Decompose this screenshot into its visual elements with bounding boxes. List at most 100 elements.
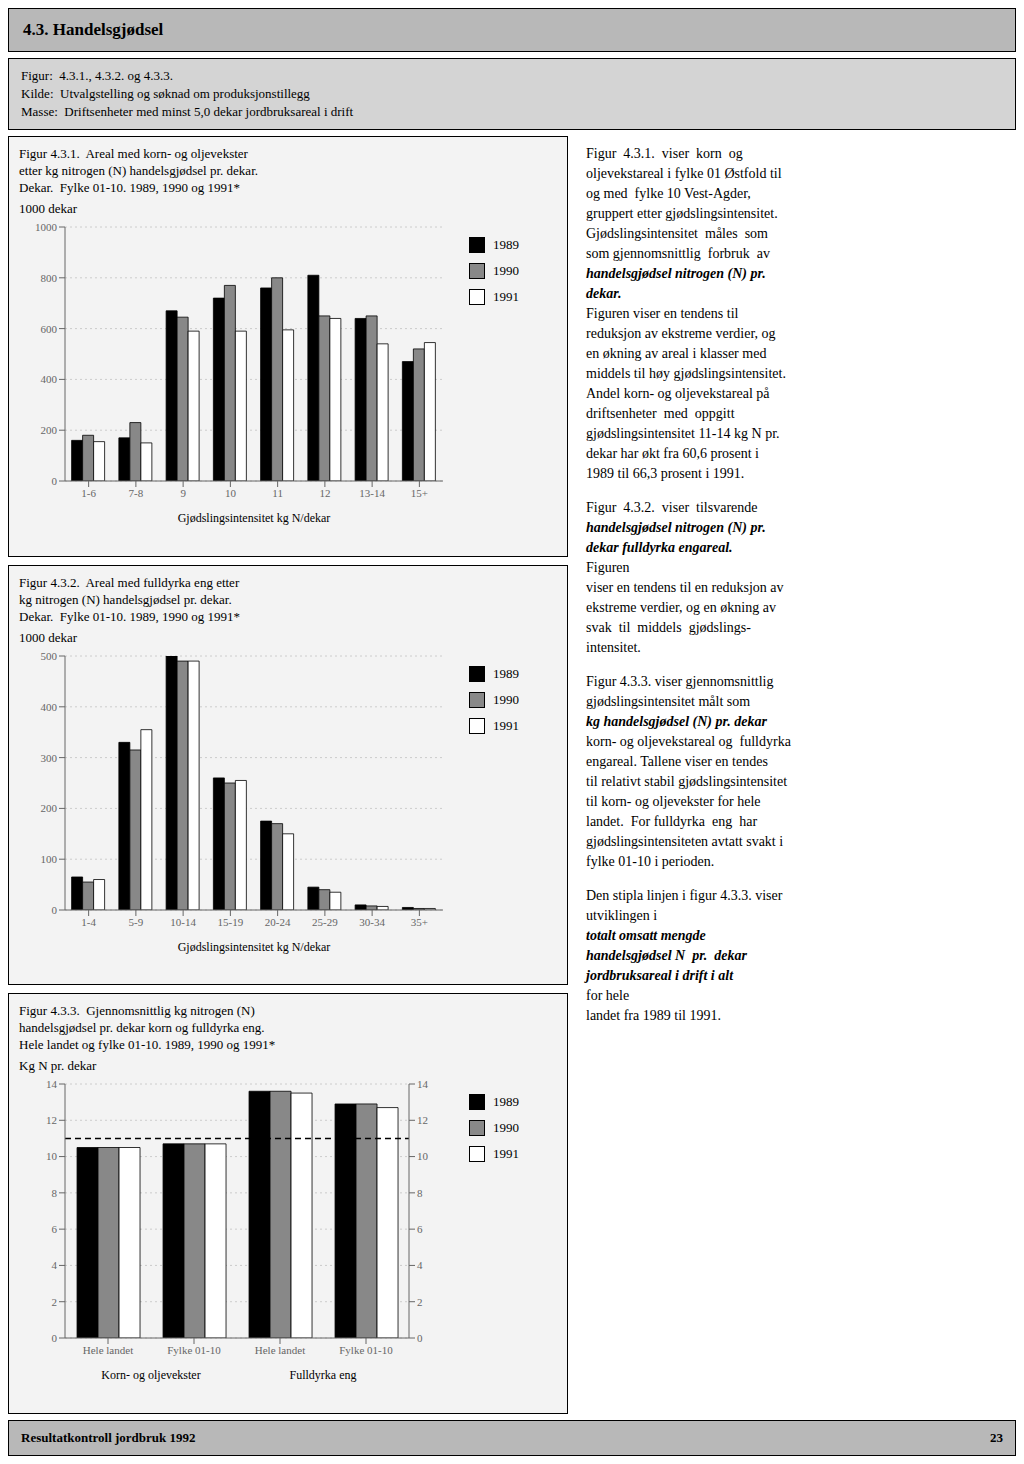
svg-text:200: 200 bbox=[41, 424, 58, 436]
svg-text:6: 6 bbox=[417, 1223, 423, 1235]
html-text:reduksjon av ekstreme verdier,: reduksjon av ekstreme verdier, og bbox=[586, 326, 776, 341]
svg-text:12: 12 bbox=[319, 487, 330, 499]
html-text:1990: 1990 bbox=[493, 263, 519, 278]
html-text:Figur 4.3.2. viser tilsvarende: Figur 4.3.2. viser tilsvarende bbox=[586, 500, 758, 515]
svg-text:14: 14 bbox=[417, 1078, 429, 1090]
html-text:Figuren: Figuren bbox=[586, 560, 630, 575]
html-text:viser en tendens til en reduks: viser en tendens til en reduksjon av bbox=[586, 580, 784, 595]
html-text:Masse: Driftsenheter med minst: Masse: Driftsenheter med minst 5,0 dekar… bbox=[21, 104, 354, 119]
svg-text:10-14: 10-14 bbox=[170, 915, 196, 927]
html-text:Figur 4.3.1. Areal med korn- o: Figur 4.3.1. Areal med korn- og oljeveks… bbox=[19, 146, 248, 161]
svg-text:20-24: 20-24 bbox=[265, 915, 291, 927]
svg-text:4: 4 bbox=[52, 1260, 58, 1272]
html-text:oljevekstareal i fylke 01 Østf: oljevekstareal i fylke 01 Østfold til bbox=[586, 166, 782, 181]
svg-text:1-4: 1-4 bbox=[81, 915, 96, 927]
html-text:dekar har økt fra 60,6 prosent: dekar har økt fra 60,6 prosent i bbox=[586, 446, 759, 461]
svg-text:12: 12 bbox=[417, 1115, 428, 1127]
svg-text:30-34: 30-34 bbox=[359, 915, 385, 927]
html-text:handelsgjødsel pr. dekar korn: handelsgjødsel pr. dekar korn og fulldyr… bbox=[19, 1020, 265, 1036]
html-text:Andel korn- og oljevekstareal: Andel korn- og oljevekstareal på bbox=[586, 386, 770, 401]
svg-text:10: 10 bbox=[417, 1151, 429, 1163]
html-text:Korn- og oljevekster: Korn- og oljevekster bbox=[101, 1368, 201, 1383]
svg-text:0: 0 bbox=[52, 904, 58, 916]
html-text:1991: 1991 bbox=[493, 717, 519, 733]
html-text:gjødslingsintensitet 11-14 kg: gjødslingsintensitet 11-14 kg N pr. bbox=[586, 426, 780, 441]
html-text:gruppert etter gjødslingsinten: gruppert etter gjødslingsintensitet. bbox=[586, 206, 778, 221]
svg-text:300: 300 bbox=[41, 751, 58, 763]
html-text:en økning av areal i klasser m: en økning av areal i klasser med bbox=[586, 346, 767, 361]
svg-text:8: 8 bbox=[52, 1187, 58, 1199]
html-text:ekstreme verdier, og en økning: ekstreme verdier, og en økning av bbox=[586, 600, 776, 615]
svg-text:1000: 1000 bbox=[35, 221, 58, 233]
html-text:som gjennomsnittlig forbruk av: som gjennomsnittlig forbruk av bbox=[586, 246, 770, 261]
svg-text:4: 4 bbox=[417, 1260, 423, 1272]
html-text:1990: 1990 bbox=[493, 1120, 519, 1136]
svg-text:Fylke 01-10: Fylke 01-10 bbox=[339, 1344, 393, 1356]
html-text:Kilde: Utvalgstelling og søkna: Kilde: Utvalgstelling og søknad om produ… bbox=[21, 86, 310, 101]
html-text:Kg N pr. dekar: Kg N pr. dekar bbox=[19, 1058, 97, 1074]
html-text:1989: 1989 bbox=[493, 1094, 519, 1110]
html-text:etter kg nitrogen (N) handelsg: etter kg nitrogen (N) handelsgjødsel pr.… bbox=[19, 163, 258, 178]
svg-text:500: 500 bbox=[41, 650, 58, 662]
html-text:dekar.: dekar. bbox=[586, 286, 622, 301]
svg-text:8: 8 bbox=[417, 1187, 423, 1199]
svg-text:35+: 35+ bbox=[411, 915, 428, 927]
svg-text:14: 14 bbox=[46, 1078, 58, 1090]
html-text:driftsenheter med oppgitt: driftsenheter med oppgitt bbox=[586, 406, 735, 421]
svg-text:9: 9 bbox=[180, 487, 186, 499]
html-text:handelsgjødsel nitrogen (N) pr: handelsgjødsel nitrogen (N) pr. bbox=[586, 266, 766, 281]
html-text:Dekar. Fylke 01-10. 1989, 1990: Dekar. Fylke 01-10. 1989, 1990 og 1991* bbox=[19, 608, 240, 624]
svg-text:1-6: 1-6 bbox=[81, 487, 96, 499]
html-text:Figur 4.3.3. Gjennomsnittlig k: Figur 4.3.3. Gjennomsnittlig kg nitrogen… bbox=[19, 1003, 255, 1019]
svg-text:Hele landet: Hele landet bbox=[83, 1344, 133, 1356]
html-text:Gjødslingsintensitet kg N/deka: Gjødslingsintensitet kg N/dekar bbox=[177, 939, 331, 954]
html-text:Figur: 4.3.1., 4.3.2. og 4.3.3: Figur: 4.3.1., 4.3.2. og 4.3.3. bbox=[21, 68, 173, 83]
svg-text:100: 100 bbox=[41, 853, 58, 865]
html-text:Figuren viser en tendens til: Figuren viser en tendens til bbox=[586, 306, 739, 321]
html-text:4.3. Handelsgjødsel: 4.3. Handelsgjødsel bbox=[23, 20, 164, 39]
html-text:1989: 1989 bbox=[493, 237, 519, 252]
html-text:Figur 4.3.1. viser korn og: Figur 4.3.1. viser korn og bbox=[586, 146, 743, 161]
html-text:1989: 1989 bbox=[493, 665, 519, 681]
html-text:1990: 1990 bbox=[493, 691, 519, 707]
html-text:Figur 4.3.2. Areal med fulldyr: Figur 4.3.2. Areal med fulldyrka eng ett… bbox=[19, 574, 240, 590]
html-text:handelsgjødsel nitrogen (N) pr: handelsgjødsel nitrogen (N) pr. bbox=[586, 520, 766, 535]
html-text:Gjødslingsintensitet måles som: Gjødslingsintensitet måles som bbox=[586, 226, 768, 241]
svg-text:Hele landet: Hele landet bbox=[255, 1344, 305, 1356]
svg-text:0: 0 bbox=[52, 1332, 58, 1344]
svg-text:13-14: 13-14 bbox=[359, 487, 385, 499]
svg-text:11: 11 bbox=[272, 487, 283, 499]
svg-text:15-19: 15-19 bbox=[218, 915, 244, 927]
html-text:Dekar. Fylke 01-10. 1989, 1990: Dekar. Fylke 01-10. 1989, 1990 og 1991* bbox=[19, 180, 240, 195]
html-text:1000 dekar: 1000 dekar bbox=[19, 201, 78, 216]
svg-text:10: 10 bbox=[225, 487, 237, 499]
svg-text:600: 600 bbox=[41, 323, 58, 335]
svg-text:6: 6 bbox=[52, 1223, 58, 1235]
svg-text:2: 2 bbox=[417, 1296, 423, 1308]
svg-text:400: 400 bbox=[41, 700, 58, 712]
html-text:Hele landet og fylke 01-10. 19: Hele landet og fylke 01-10. 1989, 1990 o… bbox=[19, 1037, 276, 1053]
svg-text:10: 10 bbox=[46, 1151, 58, 1163]
html-text:1989 til 66,3 prosent i 1991.: 1989 til 66,3 prosent i 1991. bbox=[586, 466, 745, 481]
html-text:1991: 1991 bbox=[493, 1146, 519, 1162]
svg-text:Fylke 01-10: Fylke 01-10 bbox=[167, 1344, 221, 1356]
svg-text:2: 2 bbox=[52, 1296, 58, 1308]
html-text:og med fylke 10 Vest-Agder,: og med fylke 10 Vest-Agder, bbox=[586, 186, 751, 201]
html-text:1000 dekar: 1000 dekar bbox=[19, 629, 78, 645]
svg-text:0: 0 bbox=[52, 475, 58, 487]
svg-text:12: 12 bbox=[46, 1115, 57, 1127]
svg-text:25-29: 25-29 bbox=[312, 915, 338, 927]
svg-text:800: 800 bbox=[41, 272, 58, 284]
html-text:1991: 1991 bbox=[493, 289, 519, 304]
html-text:middels til høy gjødslingsinte: middels til høy gjødslingsintensitet. bbox=[586, 366, 786, 381]
svg-text:7-8: 7-8 bbox=[129, 487, 144, 499]
svg-text:15+: 15+ bbox=[411, 487, 428, 499]
html-text:svak til middels gjødslings-: svak til middels gjødslings- bbox=[586, 620, 751, 635]
html-text:Fulldyrka eng: Fulldyrka eng bbox=[289, 1368, 357, 1383]
svg-text:0: 0 bbox=[417, 1332, 423, 1344]
svg-text:400: 400 bbox=[41, 373, 58, 385]
svg-text:200: 200 bbox=[41, 802, 58, 814]
html-text:kg nitrogen (N) handelsgjødsel: kg nitrogen (N) handelsgjødsel pr. dekar… bbox=[19, 591, 232, 607]
svg-text:5-9: 5-9 bbox=[129, 915, 144, 927]
html-text:dekar fulldyrka engareal.: dekar fulldyrka engareal. bbox=[586, 540, 733, 555]
